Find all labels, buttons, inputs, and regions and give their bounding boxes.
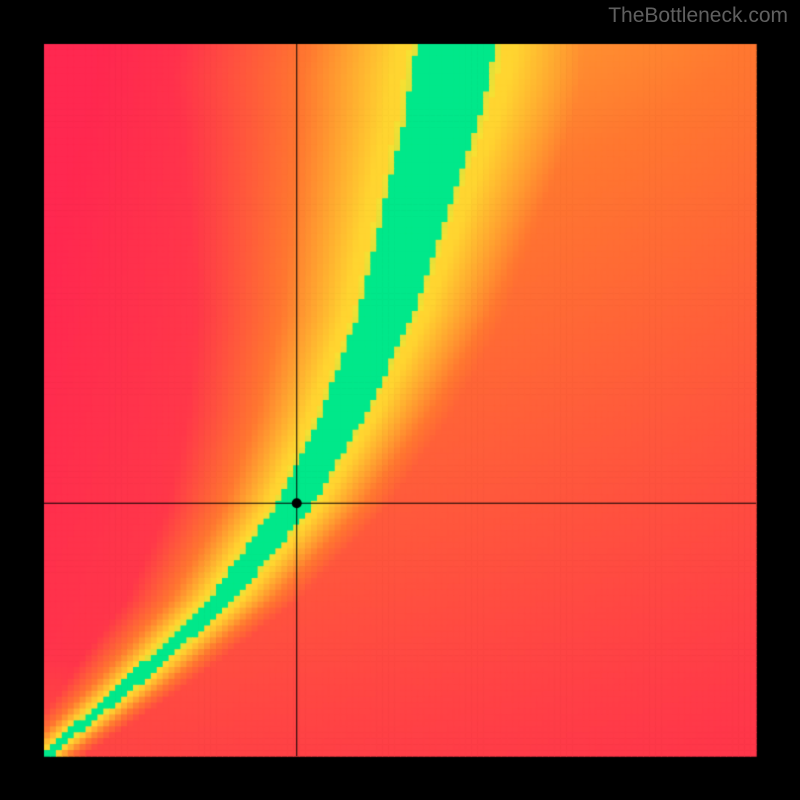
bottleneck-heatmap <box>0 0 800 800</box>
chart-container: TheBottleneck.com <box>0 0 800 800</box>
watermark-text: TheBottleneck.com <box>608 4 788 28</box>
